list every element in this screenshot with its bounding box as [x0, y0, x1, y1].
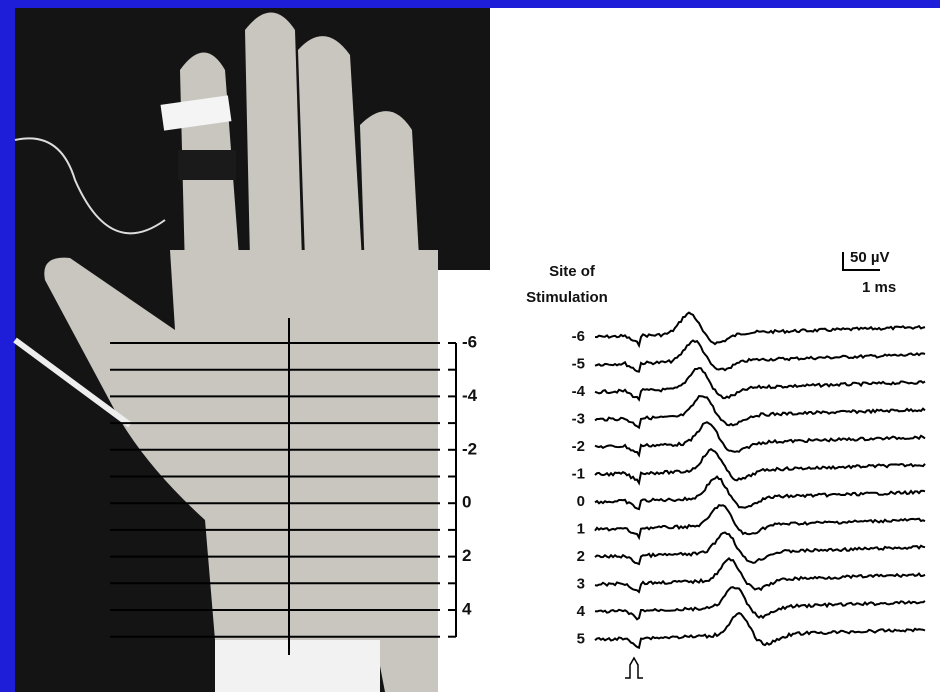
trace-label: 3	[577, 575, 585, 592]
trace-label: -5	[572, 355, 585, 372]
trace-label: 1	[577, 520, 585, 537]
traces	[594, 311, 926, 650]
trace-label: -2	[572, 438, 585, 455]
ruler-label: 4	[462, 599, 472, 618]
electrode-band	[178, 150, 236, 180]
ruler-label: 0	[462, 493, 471, 512]
trace	[594, 311, 926, 349]
tape	[160, 95, 232, 131]
trace-label: 4	[577, 603, 586, 620]
trace	[594, 531, 926, 566]
stimulus-arrow	[625, 656, 643, 679]
trace	[594, 448, 926, 486]
trace-label: -3	[572, 410, 585, 427]
trace-label: -1	[572, 465, 585, 482]
trace	[594, 475, 926, 511]
time-label: 1 ms	[862, 279, 896, 296]
trace	[594, 394, 926, 430]
scale-bar	[842, 252, 880, 271]
ruler-label: -4	[462, 386, 478, 405]
trace	[594, 421, 926, 458]
grid-lines	[110, 342, 440, 638]
axis-title: Site of	[549, 263, 596, 280]
trace	[594, 503, 926, 541]
trace	[594, 366, 926, 402]
trace	[594, 339, 926, 373]
ruler-label: 2	[462, 546, 471, 565]
probe	[13, 337, 132, 428]
ruler-label: -2	[462, 439, 477, 458]
ruler-label: -6	[462, 332, 477, 351]
trace-label: 5	[577, 630, 585, 647]
trace-label: -4	[572, 383, 586, 400]
amplitude-label: 50 µV	[850, 249, 890, 266]
trace	[594, 611, 926, 650]
trace	[594, 586, 926, 621]
trace	[594, 557, 926, 594]
trace-label: 2	[577, 548, 585, 565]
cuff	[215, 640, 380, 692]
trace-label: -6	[572, 328, 585, 345]
trace-label: 0	[577, 493, 585, 510]
wire	[14, 137, 166, 235]
axis-title: Stimulation	[526, 289, 608, 306]
